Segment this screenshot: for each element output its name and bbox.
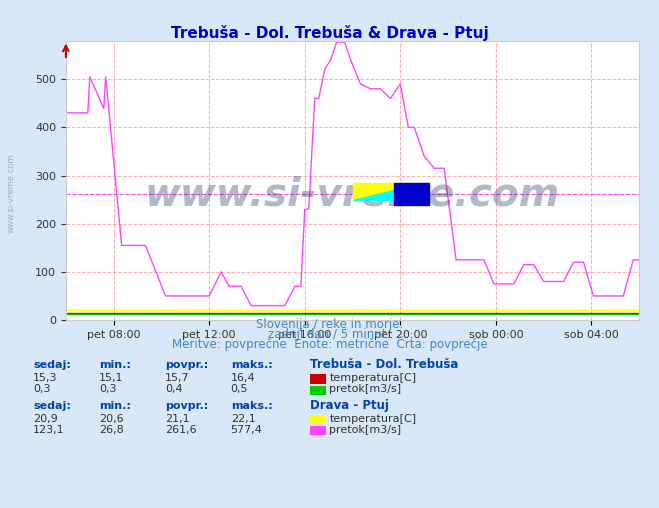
Text: 21,1: 21,1 [165,414,189,424]
Polygon shape [394,183,429,205]
Text: 26,8: 26,8 [99,425,124,435]
Text: Drava - Ptuj: Drava - Ptuj [310,399,389,412]
Text: 16,4: 16,4 [231,373,255,383]
Text: 123,1: 123,1 [33,425,65,435]
Text: povpr.:: povpr.: [165,360,208,370]
Text: 0,3: 0,3 [99,384,117,394]
Text: www.si-vreme.com: www.si-vreme.com [7,153,16,233]
Text: zadnji dan / 5 minut.: zadnji dan / 5 minut. [268,328,391,341]
Text: sedaj:: sedaj: [33,401,71,411]
Text: pretok[m3/s]: pretok[m3/s] [330,384,401,394]
Text: min.:: min.: [99,360,130,370]
Text: 22,1: 22,1 [231,414,256,424]
Text: Slovenija / reke in morje.: Slovenija / reke in morje. [256,318,403,331]
Text: 0,3: 0,3 [33,384,51,394]
Text: Trebuša - Dol. Trebuša & Drava - Ptuj: Trebuša - Dol. Trebuša & Drava - Ptuj [171,25,488,41]
Text: 20,6: 20,6 [99,414,123,424]
Polygon shape [353,183,422,200]
Text: 15,3: 15,3 [33,373,57,383]
Polygon shape [353,183,422,200]
Text: 577,4: 577,4 [231,425,262,435]
Text: temperatura[C]: temperatura[C] [330,373,416,383]
Text: 15,1: 15,1 [99,373,123,383]
Text: 0,5: 0,5 [231,384,248,394]
Text: povpr.:: povpr.: [165,401,208,411]
Text: www.si-vreme.com: www.si-vreme.com [145,175,560,213]
Text: 0,4: 0,4 [165,384,183,394]
Text: maks.:: maks.: [231,360,272,370]
Text: min.:: min.: [99,401,130,411]
Text: 20,9: 20,9 [33,414,58,424]
Text: temperatura[C]: temperatura[C] [330,414,416,424]
Text: sedaj:: sedaj: [33,360,71,370]
Text: pretok[m3/s]: pretok[m3/s] [330,425,401,435]
Text: maks.:: maks.: [231,401,272,411]
Text: 261,6: 261,6 [165,425,196,435]
Text: Meritve: povprečne  Enote: metrične  Črta: povprečje: Meritve: povprečne Enote: metrične Črta:… [172,336,487,351]
Text: 15,7: 15,7 [165,373,189,383]
Text: Trebuša - Dol. Trebuša: Trebuša - Dol. Trebuša [310,358,458,371]
